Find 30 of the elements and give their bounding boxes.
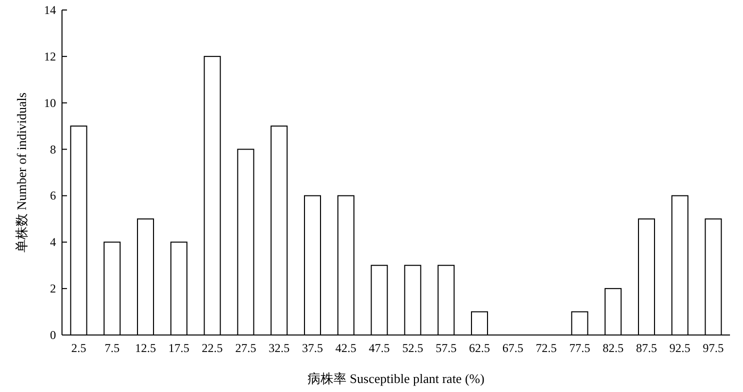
- x-tick-label: 82.5: [602, 341, 624, 355]
- x-tick-label: 32.5: [268, 341, 290, 355]
- x-tick-label: 42.5: [335, 341, 356, 355]
- x-tick-label: 57.5: [436, 341, 457, 355]
- x-tick-label: 2.5: [71, 341, 86, 355]
- x-tick-label: 12.5: [135, 341, 156, 355]
- x-tick-label: 72.5: [536, 341, 557, 355]
- x-tick-label: 27.5: [235, 341, 256, 355]
- y-tick-label: 0: [50, 328, 56, 342]
- x-tick-label: 77.5: [569, 341, 590, 355]
- x-tick-label: 37.5: [302, 341, 323, 355]
- x-tick-label: 17.5: [168, 341, 190, 355]
- x-tick-label: 22.5: [202, 341, 223, 355]
- y-tick-label: 12: [44, 49, 56, 64]
- x-tick-label: 7.5: [104, 341, 120, 355]
- x-tick-label: 67.5: [502, 341, 524, 355]
- y-tick-label: 8: [50, 142, 56, 156]
- x-tick-label: 52.5: [402, 341, 424, 355]
- y-tick-label: 4: [50, 235, 56, 250]
- x-tick-label: 47.5: [368, 341, 390, 355]
- y-tick-label: 6: [50, 188, 56, 203]
- x-tick-label: 92.5: [669, 341, 690, 355]
- x-tick-label: 62.5: [469, 341, 490, 355]
- y-tick-label: 10: [44, 96, 56, 110]
- x-tick-label: 87.5: [636, 341, 657, 355]
- y-tick-label: 2: [50, 282, 56, 296]
- y-tick-label: 14: [44, 3, 56, 17]
- x-axis-title: 病株率 Susceptible plant rate (%): [308, 371, 484, 386]
- x-tick-label: 97.5: [702, 341, 724, 355]
- y-axis-title: 单株数 Number of individuals: [14, 92, 29, 252]
